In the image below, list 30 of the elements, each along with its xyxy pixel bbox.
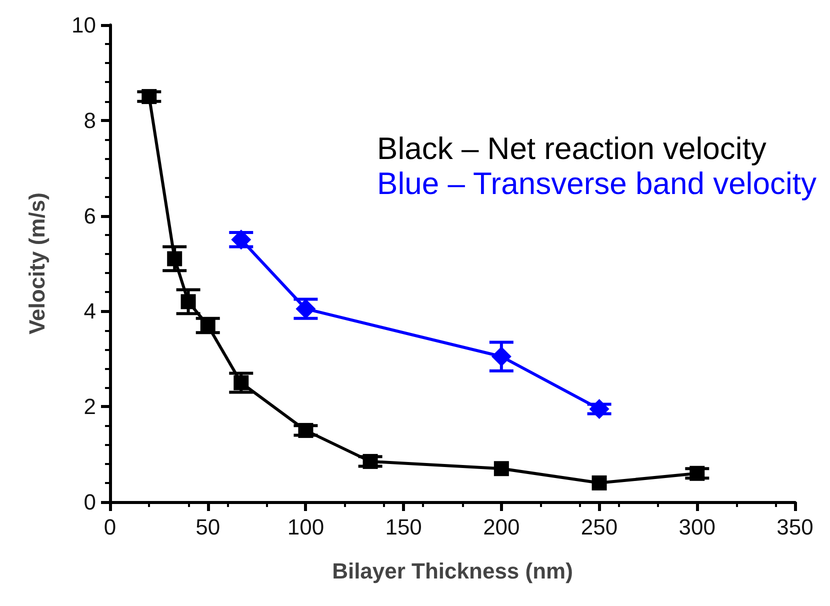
text: Blue – Transverse band velocity [377, 166, 817, 201]
point [589, 398, 610, 419]
point [298, 422, 314, 438]
x-tick-label: 200 [483, 514, 520, 540]
point [200, 318, 216, 334]
y-tick-label: 10 [72, 12, 96, 38]
y-axis-title: Velocity (m/s) [24, 192, 50, 334]
x-tick-label: 50 [196, 514, 220, 540]
y-tick-label: 4 [84, 298, 96, 324]
point [142, 89, 157, 104]
y-tick-label: 0 [84, 490, 96, 514]
x-tick-label: 300 [678, 514, 716, 540]
x-tick-label: 100 [287, 514, 324, 540]
point [491, 346, 512, 367]
x-tick-label: 150 [385, 514, 422, 540]
point [690, 466, 705, 481]
point [180, 294, 196, 310]
text: Black – Net reaction velocity [377, 131, 767, 166]
point [167, 251, 182, 266]
point [592, 475, 607, 490]
point [362, 454, 378, 469]
x-tick-label: 350 [776, 514, 814, 540]
x-tick-label: 0 [104, 514, 116, 540]
y-tick-label: 2 [84, 394, 96, 420]
y-tick-label: 8 [84, 108, 96, 133]
point [234, 375, 249, 390]
x-tick-label: 250 [580, 514, 618, 540]
point [494, 461, 509, 476]
x-axis-title: Bilayer Thickness (nm) [332, 558, 573, 584]
y-tick-label: 6 [84, 203, 96, 228]
